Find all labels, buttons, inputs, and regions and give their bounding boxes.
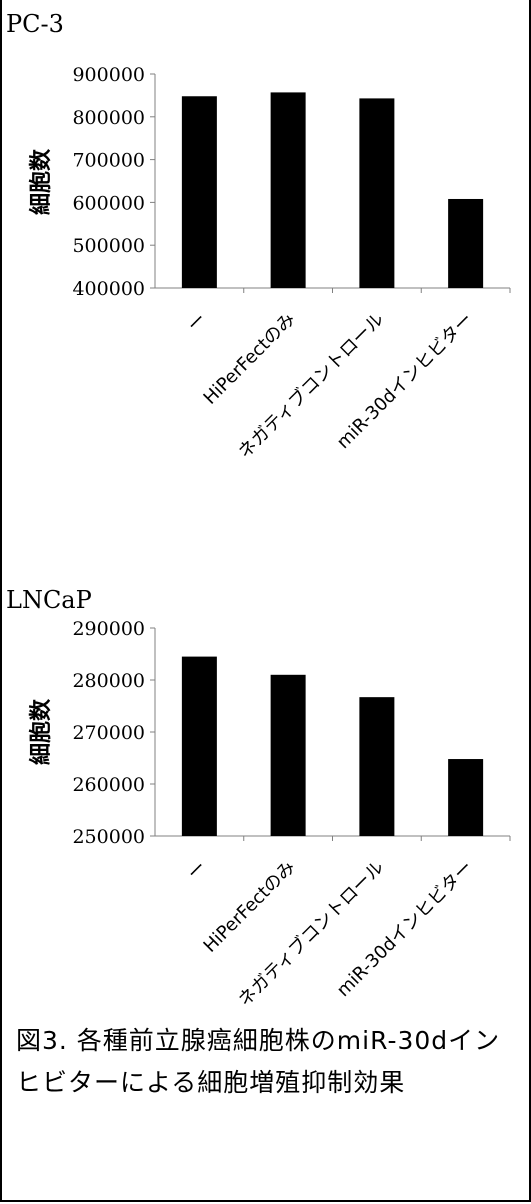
- y-axis-label: 細胞数: [28, 698, 54, 765]
- bar: [181, 656, 217, 836]
- bar: [270, 674, 306, 836]
- x-tick-label: ー: [183, 309, 211, 337]
- y-tick-label: 400000: [72, 278, 145, 300]
- x-tick-label: HiPerFectのみ: [200, 309, 300, 409]
- x-tick-label: ネガティブコントロール: [234, 856, 389, 1011]
- chart-title: LNCaP: [6, 586, 92, 614]
- y-tick-label: 290000: [72, 618, 145, 640]
- y-tick-label: 270000: [72, 722, 145, 744]
- x-tick-label: HiPerFectのみ: [200, 857, 300, 957]
- chart-pc3: PC-3 細胞数 400000 500000 600000 700000 800000 9…: [6, 10, 511, 463]
- bar: [448, 759, 484, 836]
- figure-caption: 図3. 各種前立腺癌細胞株のmiR-30dインヒビターによる細胞増殖抑制効果: [16, 1026, 501, 1097]
- y-tick-label: 700000: [72, 150, 145, 172]
- x-tick-label: ネガティブコントロール: [234, 308, 389, 463]
- y-tick-label: 800000: [72, 107, 145, 129]
- bar: [181, 96, 217, 288]
- chart-lncap: LNCaP 細胞数 250000 260000 270000 280000 290000…: [6, 586, 511, 1011]
- y-tick-label: 250000: [72, 826, 145, 848]
- y-tick-label: 500000: [72, 235, 145, 257]
- bar: [359, 98, 395, 288]
- bar: [448, 198, 484, 288]
- bar: [270, 92, 306, 289]
- y-tick-label: 280000: [72, 670, 145, 692]
- y-tick-label: 260000: [72, 774, 145, 796]
- y-tick-label: 600000: [72, 192, 145, 214]
- chart-title: PC-3: [6, 10, 64, 38]
- bar: [359, 697, 395, 836]
- y-axis-label: 細胞数: [28, 148, 54, 215]
- y-tick-label: 900000: [72, 64, 145, 86]
- x-tick-label: ー: [183, 857, 211, 885]
